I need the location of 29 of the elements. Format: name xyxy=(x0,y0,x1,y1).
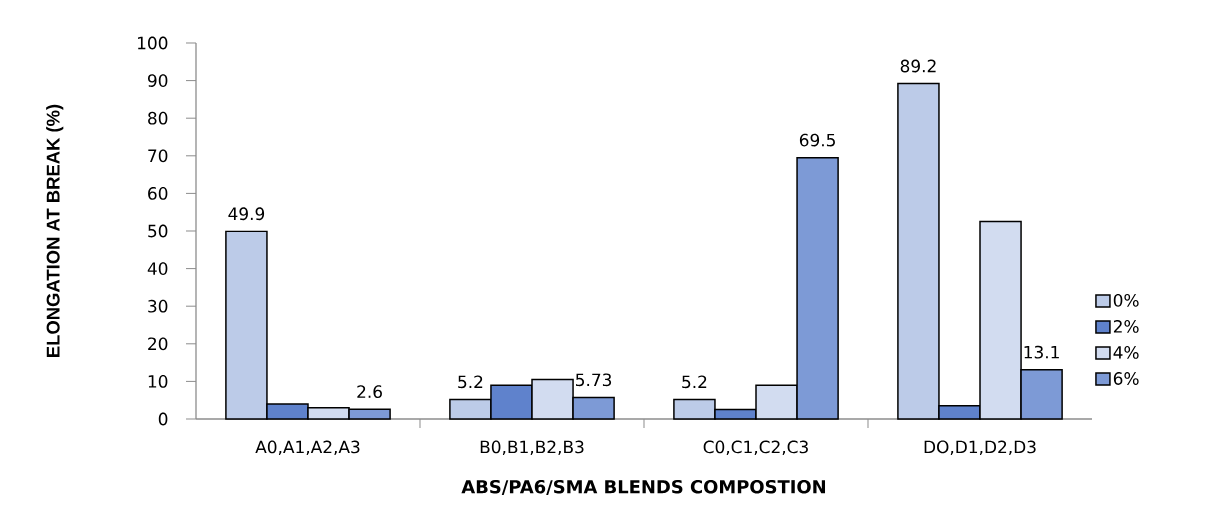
y-tick-label: 50 xyxy=(148,224,168,238)
data-label: 5.2 xyxy=(458,375,483,389)
x-tick-label: C0,C1,C2,C3 xyxy=(703,440,808,456)
y-tick-label: 90 xyxy=(147,74,168,87)
legend-label: 0% xyxy=(1113,293,1139,307)
x-tick-label: B0,B1,B2,B3 xyxy=(480,440,584,456)
data-label: 89.2 xyxy=(900,59,936,73)
legend-label: 2% xyxy=(1113,319,1139,333)
data-label: 13.1 xyxy=(1024,345,1059,359)
data-label: 49.9 xyxy=(228,207,265,221)
y-tick-label: 0 xyxy=(158,412,168,426)
x-tick-label: A0,A1,A2,A3 xyxy=(255,440,360,456)
y-axis-title: ELONGATION AT BREAK (%) xyxy=(46,104,64,357)
legend-label: 4% xyxy=(1113,346,1139,359)
x-axis-title: ABS/PA6/SMA BLENDS COMPOSTION xyxy=(461,479,826,495)
y-tick-label: 60 xyxy=(148,186,168,200)
data-label: 2.6 xyxy=(357,385,382,399)
y-tick-label: 100 xyxy=(138,36,168,50)
y-tick-label: 70 xyxy=(148,149,168,163)
y-tick-label: 80 xyxy=(148,111,168,125)
y-tick-label: 10 xyxy=(148,374,168,388)
y-tick-label: 40 xyxy=(147,262,168,275)
legend-label: 6% xyxy=(1113,372,1139,385)
data-label: 5.2 xyxy=(682,375,707,389)
data-label: 69.5 xyxy=(799,133,835,147)
y-tick-label: 20 xyxy=(148,337,168,351)
x-tick-label: DO,D1,D2,D3 xyxy=(924,440,1036,456)
y-tick-label: 30 xyxy=(148,299,168,313)
data-label: 5.73 xyxy=(576,373,612,387)
